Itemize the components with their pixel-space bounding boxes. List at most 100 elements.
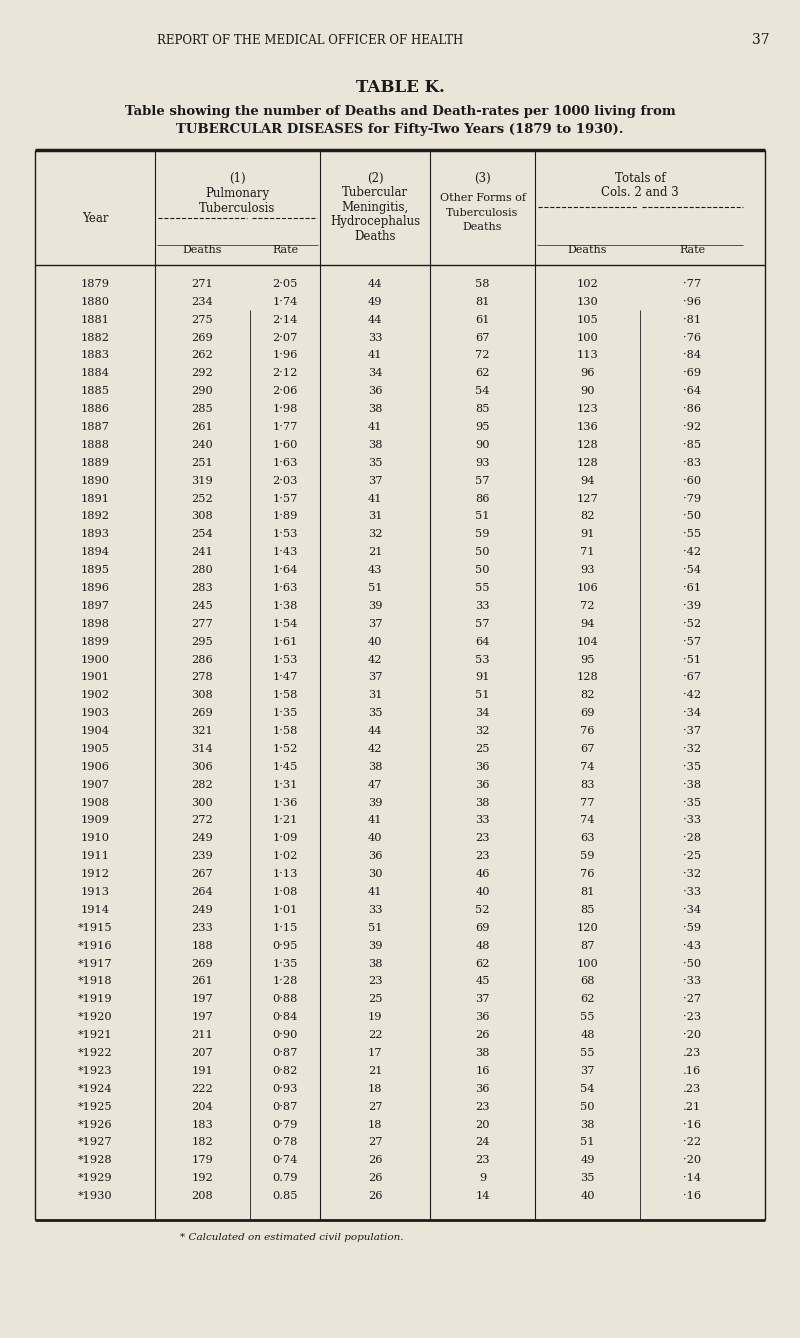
Text: ·37: ·37	[683, 727, 702, 736]
Text: ·67: ·67	[683, 673, 702, 682]
Text: 53: 53	[475, 654, 490, 665]
Text: 290: 290	[192, 387, 214, 396]
Text: ·20: ·20	[683, 1155, 702, 1165]
Text: 61: 61	[475, 314, 490, 325]
Text: 208: 208	[192, 1191, 214, 1202]
Text: 1·98: 1·98	[272, 404, 298, 415]
Text: 81: 81	[580, 887, 594, 896]
Text: ·79: ·79	[683, 494, 702, 503]
Text: 282: 282	[192, 780, 214, 789]
Text: 23: 23	[475, 1155, 490, 1165]
Text: 197: 197	[192, 994, 214, 1005]
Text: 32: 32	[475, 727, 490, 736]
Text: ·16: ·16	[683, 1191, 702, 1202]
Text: ·35: ·35	[683, 761, 702, 772]
Text: Rate: Rate	[679, 245, 706, 256]
Text: *1929: *1929	[78, 1173, 112, 1183]
Text: *1923: *1923	[78, 1066, 112, 1076]
Text: *1926: *1926	[78, 1120, 112, 1129]
Text: Tuberculosis: Tuberculosis	[199, 202, 276, 214]
Text: 1908: 1908	[81, 797, 110, 808]
Text: TABLE K.: TABLE K.	[355, 79, 445, 96]
Text: 1906: 1906	[81, 761, 110, 772]
Text: .21: .21	[683, 1101, 702, 1112]
Text: 33: 33	[368, 904, 382, 915]
Text: 100: 100	[577, 958, 598, 969]
Text: 285: 285	[192, 404, 214, 415]
Text: 18: 18	[368, 1084, 382, 1093]
Text: 50: 50	[475, 565, 490, 575]
Text: 1·53: 1·53	[272, 654, 298, 665]
Text: (1): (1)	[229, 171, 246, 185]
Text: 182: 182	[192, 1137, 214, 1148]
Text: 1·36: 1·36	[272, 797, 298, 808]
Text: 93: 93	[475, 458, 490, 468]
Text: 1913: 1913	[81, 887, 110, 896]
Text: 69: 69	[475, 923, 490, 933]
Text: Rate: Rate	[272, 245, 298, 256]
Text: 0.85: 0.85	[272, 1191, 298, 1202]
Text: *1916: *1916	[78, 941, 112, 951]
Text: 2·14: 2·14	[272, 314, 298, 325]
Text: 234: 234	[192, 297, 214, 306]
Text: 36: 36	[368, 387, 382, 396]
Text: 34: 34	[368, 368, 382, 379]
Text: *1918: *1918	[78, 977, 112, 986]
Text: 40: 40	[368, 637, 382, 646]
Text: ·34: ·34	[683, 904, 702, 915]
Text: 63: 63	[580, 834, 594, 843]
Text: ·33: ·33	[683, 815, 702, 826]
Text: 267: 267	[192, 870, 214, 879]
Text: *1930: *1930	[78, 1191, 112, 1202]
Text: 90: 90	[580, 387, 594, 396]
Text: ·76: ·76	[683, 333, 702, 343]
Text: 1910: 1910	[81, 834, 110, 843]
Text: 245: 245	[192, 601, 214, 611]
Text: 204: 204	[192, 1101, 214, 1112]
Text: 51: 51	[475, 690, 490, 700]
Text: 51: 51	[580, 1137, 594, 1148]
Text: 1892: 1892	[81, 511, 110, 522]
Text: 1·43: 1·43	[272, 547, 298, 557]
Text: 251: 251	[192, 458, 214, 468]
Text: 1·58: 1·58	[272, 690, 298, 700]
Text: 0·90: 0·90	[272, 1030, 298, 1040]
Text: 64: 64	[475, 637, 490, 646]
Text: 94: 94	[580, 476, 594, 486]
Text: 264: 264	[192, 887, 214, 896]
Text: 59: 59	[475, 530, 490, 539]
Text: ·14: ·14	[683, 1173, 702, 1183]
Text: .16: .16	[683, 1066, 702, 1076]
Text: 39: 39	[368, 941, 382, 951]
Text: 0·95: 0·95	[272, 941, 298, 951]
Text: 31: 31	[368, 690, 382, 700]
Text: 37: 37	[368, 673, 382, 682]
Text: 38: 38	[368, 958, 382, 969]
Text: 46: 46	[475, 870, 490, 879]
Text: 292: 292	[192, 368, 214, 379]
Text: 23: 23	[475, 1101, 490, 1112]
Text: 275: 275	[192, 314, 214, 325]
Text: 62: 62	[475, 368, 490, 379]
Text: 38: 38	[368, 761, 382, 772]
Text: 1·35: 1·35	[272, 958, 298, 969]
Text: 1893: 1893	[81, 530, 110, 539]
Text: 1·52: 1·52	[272, 744, 298, 753]
Text: ·96: ·96	[683, 297, 702, 306]
Text: 59: 59	[580, 851, 594, 862]
Text: 37: 37	[368, 476, 382, 486]
Text: 249: 249	[192, 904, 214, 915]
Text: 1882: 1882	[81, 333, 110, 343]
Text: 1·60: 1·60	[272, 440, 298, 450]
Text: 261: 261	[192, 977, 214, 986]
Text: 1·89: 1·89	[272, 511, 298, 522]
Text: 40: 40	[368, 834, 382, 843]
Text: 17: 17	[368, 1048, 382, 1058]
Text: 95: 95	[580, 654, 594, 665]
Text: 42: 42	[368, 654, 382, 665]
Text: 57: 57	[475, 476, 490, 486]
Text: 43: 43	[368, 565, 382, 575]
Text: 54: 54	[475, 387, 490, 396]
Text: 76: 76	[580, 727, 594, 736]
Text: ·92: ·92	[683, 421, 702, 432]
